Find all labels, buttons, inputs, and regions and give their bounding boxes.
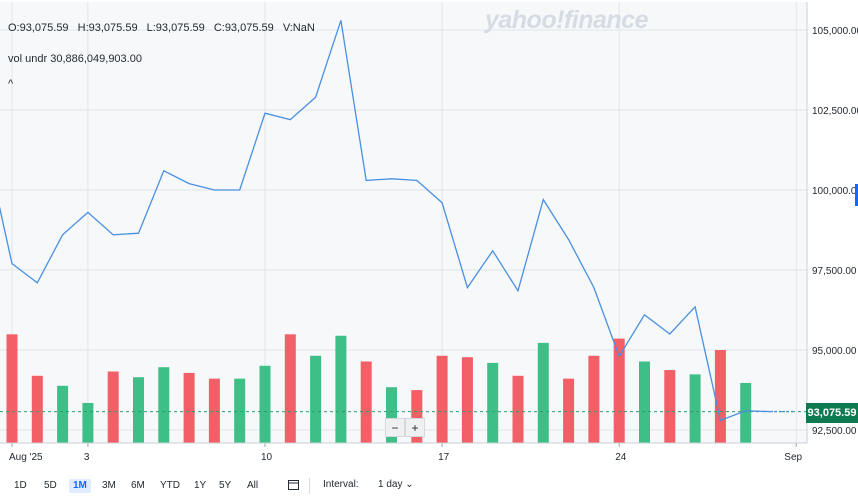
volume-bar [82, 402, 94, 443]
x-tick-label: 10 [261, 452, 273, 463]
zoom-out-button[interactable]: − [385, 418, 405, 437]
range-6m[interactable]: 6M [131, 480, 145, 491]
volume-bar [664, 370, 676, 443]
range-1y[interactable]: 1Y [194, 480, 207, 491]
volume-bar [107, 371, 119, 443]
close-value: C:93,075.59 [213, 22, 274, 34]
price-line [0, 20, 807, 422]
volume-bar [563, 378, 575, 443]
range-toolbar: 1D 5D 1M 3M 6M YTD 1Y 5Y All Interval: 1… [0, 475, 858, 497]
interval-label: Interval: [323, 479, 359, 490]
calendar-icon[interactable] [288, 479, 299, 490]
volume-bar [57, 385, 69, 443]
interval-select[interactable]: 1 day ⌄ [378, 479, 414, 490]
volume-bar [487, 362, 499, 443]
high-value: H:93,075.59 [77, 22, 138, 34]
volume-bar [208, 378, 220, 443]
volume-bar [259, 365, 271, 443]
x-tick-label: Aug '25 [9, 452, 43, 463]
axis-scroll-handle[interactable] [855, 184, 858, 206]
range-1m[interactable]: 1M [69, 479, 91, 493]
volume-bar [740, 382, 752, 443]
y-tick-label: 102,500.00 [812, 106, 858, 117]
range-all[interactable]: All [247, 480, 259, 491]
interval-value: 1 day [378, 479, 403, 490]
x-tick-label: 24 [615, 452, 627, 463]
volume-bar [461, 357, 473, 443]
x-tick-label: 3 [84, 452, 90, 463]
low-value: L:93,075.59 [146, 22, 205, 34]
volume-bar [689, 374, 701, 443]
y-tick-label: 95,000.00 [812, 346, 857, 357]
volume-bar [158, 367, 170, 443]
collapse-indicator-button[interactable]: ^ [8, 78, 14, 90]
indicator-label: vol undr [8, 53, 48, 65]
grid [0, 2, 807, 443]
range-5y[interactable]: 5Y [219, 480, 232, 491]
volume-bar [183, 372, 195, 443]
volume-bar [537, 342, 549, 443]
x-tick-label: Sep [784, 452, 802, 463]
range-5d[interactable]: 5D [44, 480, 57, 491]
range-1d[interactable]: 1D [14, 480, 27, 491]
volume-bar [714, 350, 726, 443]
yahoo-finance-watermark: yahoo!finance [485, 6, 648, 34]
open-value: O:93,075.59 [8, 22, 69, 34]
range-ytd[interactable]: YTD [160, 480, 180, 491]
y-tick-label: 105,000.00 [812, 26, 858, 37]
volume-bar [386, 387, 397, 443]
axes: 92,500.0095,000.0097,500.00100,000.00102… [0, 2, 858, 463]
volume-bar [234, 378, 246, 443]
volume-bar [6, 334, 18, 443]
x-tick-label: 17 [438, 452, 450, 463]
volume-bar [588, 355, 600, 443]
indicator-readout: vol undr 30,886,049,903.00 [8, 53, 142, 65]
ohlc-readout: O:93,075.59 H:93,075.59 L:93,075.59 C:93… [8, 22, 321, 34]
volume-bar [31, 375, 43, 443]
volume-bars [6, 334, 752, 443]
indicator-value: 30,886,049,903.00 [50, 53, 142, 65]
volume-bar [436, 355, 448, 443]
volume-bar [613, 338, 625, 443]
zoom-controls: − + [385, 418, 425, 437]
volume-bar [284, 334, 296, 443]
volume-bar [310, 355, 322, 443]
zoom-in-button[interactable]: + [405, 418, 425, 437]
volume-bar [411, 390, 423, 443]
volume-bar [133, 377, 144, 443]
last-price-tag: 93,075.59 [806, 403, 858, 423]
volume-bar [360, 361, 372, 443]
y-tick-label: 92,500.00 [812, 426, 857, 437]
volume-value: V:NaN [282, 22, 315, 34]
volume-bar [639, 361, 650, 443]
range-3m[interactable]: 3M [102, 480, 116, 491]
price-series-line [0, 20, 772, 422]
y-tick-label: 100,000.00 [812, 186, 858, 197]
y-tick-label: 97,500.00 [812, 266, 857, 277]
toolbar-divider [309, 478, 310, 494]
plot-background [0, 2, 807, 443]
volume-bar [335, 335, 347, 443]
chevron-down-icon: ⌄ [405, 479, 414, 490]
volume-bar [512, 375, 524, 443]
